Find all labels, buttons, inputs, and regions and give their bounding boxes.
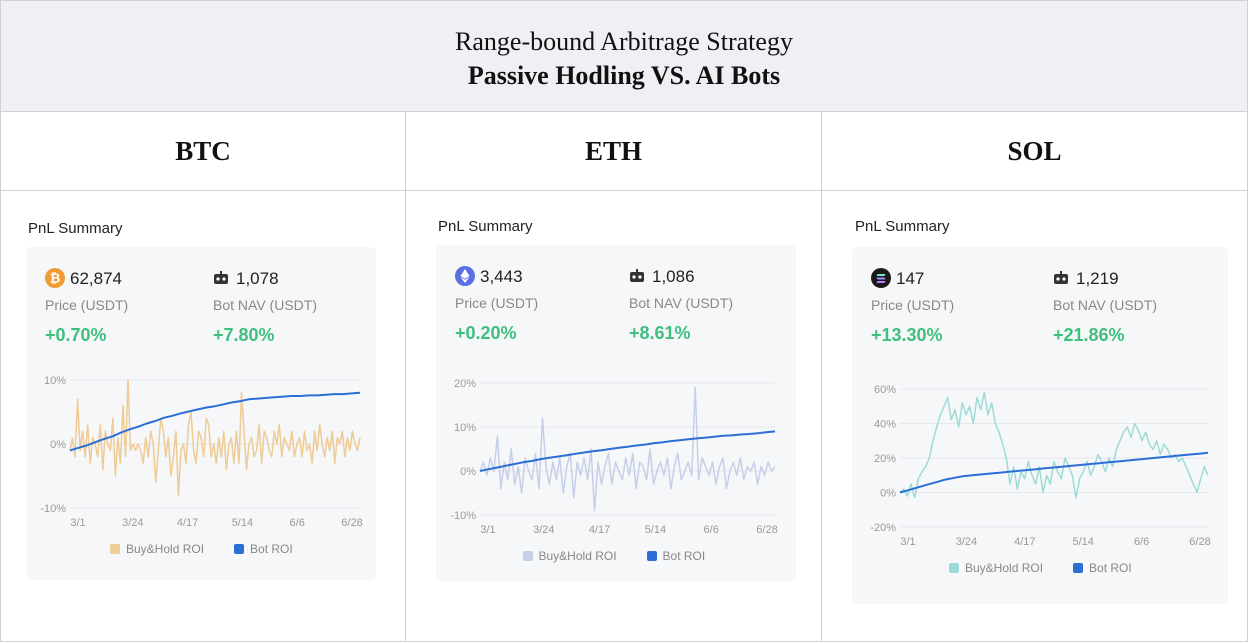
x-tick-label: 4/17 <box>1014 536 1035 548</box>
x-tick-label: 3/24 <box>533 524 554 536</box>
price-value: 3,443 <box>480 267 523 286</box>
legend-swatch-bot <box>646 551 657 561</box>
bot-nav-value: 1,219 <box>1076 269 1119 288</box>
pnl-summary-card <box>852 247 1228 604</box>
x-tick-label: 6/6 <box>1134 536 1149 548</box>
roi-chart: 60% 40% 20% 0% -20% 3/1 3/24 4/17 5/14 6/6 6/28 <box>870 384 1210 548</box>
buy-hold-roi-line <box>69 379 361 496</box>
robot-icon <box>629 269 645 282</box>
bitcoin-icon: ₿ <box>45 268 65 288</box>
y-tick-label: 0% <box>50 439 66 451</box>
bot-nav-value: 1,086 <box>652 267 695 286</box>
bot-nav-label: Bot NAV (USDT) <box>629 295 733 311</box>
legend-swatch-buyhold <box>110 544 120 554</box>
column-header-btc: BTC <box>1 112 405 191</box>
svg-text:₿: ₿ <box>50 271 61 286</box>
y-tick-label: -20% <box>870 522 896 534</box>
y-tick-label: -10% <box>40 503 66 515</box>
buy-hold-roi-line <box>479 386 776 512</box>
pnl-summary-card <box>26 247 376 580</box>
x-tick-label: 3/1 <box>480 524 495 536</box>
bot-roi-line <box>899 451 1209 494</box>
legend-label-bot: Bot ROI <box>662 549 706 563</box>
robot-icon <box>213 271 229 284</box>
x-tick-label: 5/14 <box>1072 536 1093 548</box>
price-change: +13.30% <box>871 325 943 345</box>
roi-chart: 10% 0% -10% 3/1 3/24 4/17 5/14 6/6 6/28 <box>40 375 362 529</box>
pnl-summary-title: PnL Summary <box>28 220 123 237</box>
x-tick-label: 3/24 <box>956 536 977 548</box>
y-tick-label: 60% <box>874 384 896 396</box>
bot-nav-label: Bot NAV (USDT) <box>213 297 317 313</box>
chart-legend: Buy&Hold ROI Bot ROI <box>522 549 706 563</box>
column-header-eth: ETH <box>406 112 821 191</box>
x-tick-label: 6/28 <box>1189 536 1210 548</box>
bot-nav-value: 1,078 <box>236 269 279 288</box>
chart-legend: Buy&Hold ROI Bot ROI <box>949 561 1132 575</box>
buy-hold-roi-line <box>899 391 1209 499</box>
solana-icon <box>871 268 891 288</box>
x-tick-label: 6/6 <box>290 517 305 529</box>
bot-change: +21.86% <box>1053 325 1125 345</box>
legend-swatch-bot <box>1073 563 1084 573</box>
y-tick-label: 40% <box>874 419 896 431</box>
x-tick-label: 6/28 <box>756 524 777 536</box>
pnl-summary-title: PnL Summary <box>855 218 950 235</box>
ethereum-icon <box>455 266 475 286</box>
price-change: +0.20% <box>455 323 517 343</box>
x-tick-label: 3/1 <box>900 536 915 548</box>
pnl-summary-title: PnL Summary <box>438 218 533 235</box>
y-tick-label: -10% <box>450 510 476 522</box>
price-label: Price (USDT) <box>45 297 129 313</box>
roi-chart: 20% 10% 0% -10% 3/1 3/24 4/17 5/14 6/6 6/28 <box>450 378 777 536</box>
legend-label-buyhold: Buy&Hold ROI <box>126 542 205 556</box>
y-tick-label: 10% <box>44 375 66 387</box>
page-subtitle: Passive Hodling VS. AI Bots <box>467 61 781 90</box>
legend-label-buyhold: Buy&Hold ROI <box>965 561 1044 575</box>
legend-label-bot: Bot ROI <box>1089 561 1132 575</box>
column-header-sol: SOL <box>822 112 1247 191</box>
y-tick-label: 20% <box>454 378 476 390</box>
column-divider <box>821 112 822 642</box>
x-tick-label: 4/17 <box>177 517 198 529</box>
chart-legend: Buy&Hold ROI Bot ROI <box>110 542 293 556</box>
legend-label-bot: Bot ROI <box>250 542 293 556</box>
column-divider <box>405 112 406 642</box>
x-tick-label: 5/14 <box>232 517 253 529</box>
bot-roi-line <box>479 430 776 472</box>
price-value: 62,874 <box>70 269 122 288</box>
page-title: Range-bound Arbitrage Strategy <box>455 27 793 56</box>
x-tick-label: 4/17 <box>589 524 610 536</box>
bot-change: +7.80% <box>213 325 275 345</box>
bot-nav-label: Bot NAV (USDT) <box>1053 297 1157 313</box>
bot-roi-line <box>69 391 361 452</box>
bot-change: +8.61% <box>629 323 691 343</box>
price-label: Price (USDT) <box>871 297 955 313</box>
robot-icon <box>1053 271 1069 284</box>
pnl-summary-card <box>436 245 796 582</box>
x-tick-label: 3/1 <box>70 517 85 529</box>
price-change: +0.70% <box>45 325 107 345</box>
page-header: Range-bound Arbitrage Strategy Passive H… <box>1 1 1247 112</box>
x-tick-label: 6/6 <box>704 524 719 536</box>
legend-swatch-bot <box>234 544 245 554</box>
legend-swatch-buyhold <box>522 551 533 561</box>
price-label: Price (USDT) <box>455 295 539 311</box>
y-tick-label: 0% <box>880 488 896 500</box>
x-tick-label: 6/28 <box>341 517 362 529</box>
y-tick-label: 10% <box>454 422 476 434</box>
x-tick-label: 3/24 <box>122 517 143 529</box>
legend-swatch-buyhold <box>949 563 959 573</box>
y-tick-label: 0% <box>460 466 476 478</box>
price-value: 147 <box>896 269 925 288</box>
legend-label-buyhold: Buy&Hold ROI <box>538 549 617 563</box>
y-tick-label: 20% <box>874 453 896 465</box>
x-tick-label: 5/14 <box>645 524 666 536</box>
